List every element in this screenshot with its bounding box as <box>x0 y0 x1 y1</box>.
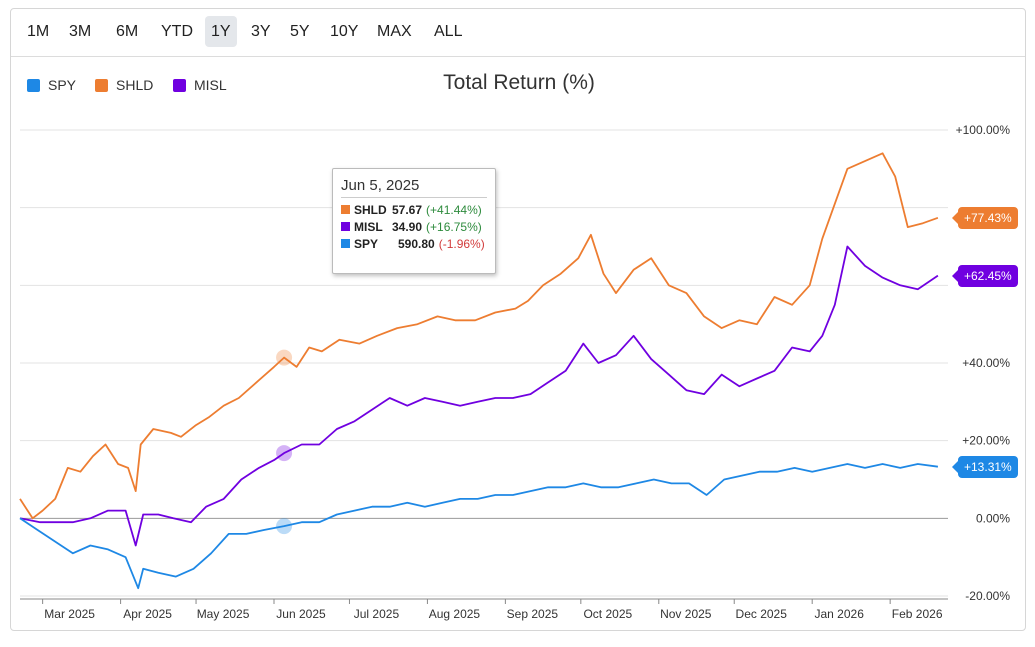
tooltip-value: 34.90 <box>392 220 423 234</box>
tooltip-row-spy: SPY 590.80 (-1.96%) <box>341 236 487 253</box>
range-button-all[interactable]: ALL <box>428 16 468 47</box>
tooltip-value: 590.80 <box>398 237 435 251</box>
x-tick-label: Aug 2025 <box>429 607 481 621</box>
hover-marker-shld <box>276 349 293 366</box>
y-tick-label: +40.00% <box>962 356 1010 370</box>
tooltip-value: 57.67 <box>392 203 423 217</box>
hover-tooltip: Jun 5, 2025 SHLD 57.67 (+41.44%) MISL 34.90(… <box>332 168 496 274</box>
legend-item-shld[interactable]: SHLD <box>95 75 153 95</box>
range-button-ytd[interactable]: YTD <box>155 16 199 47</box>
series-line-spy <box>19 463 939 590</box>
legend-swatch <box>27 79 40 92</box>
end-value-flag-spy: +13.31% <box>952 455 1018 478</box>
legend-swatch <box>173 79 186 92</box>
x-tick-label: Dec 2025 <box>736 607 788 621</box>
range-button-max[interactable]: MAX <box>371 16 418 47</box>
range-selector: 1M 3M 6M YTD 1Y 3Y 5Y 10Y MAX ALL <box>11 9 1025 57</box>
x-tick-label: Jul 2025 <box>354 607 400 621</box>
legend-label: SHLD <box>116 77 154 93</box>
tooltip-series-name: SHLD <box>354 203 387 217</box>
tooltip-swatch <box>341 239 350 248</box>
y-tick-label: 0.00% <box>976 511 1010 525</box>
legend-swatch <box>95 79 108 92</box>
legend-label: SPY <box>48 77 77 93</box>
tooltip-row-misl: MISL 34.90 (+16.75%) <box>341 219 487 236</box>
x-tick-label: Feb 2026 <box>892 607 943 621</box>
x-tick-label: Mar 2025 <box>44 607 95 621</box>
x-tick-label: May 2025 <box>197 607 250 621</box>
chart-card: 1M 3M 6M YTD 1Y 3Y 5Y 10Y MAX ALL SPY SHLD MISL Tot… <box>10 8 1026 631</box>
range-button-10y[interactable]: 10Y <box>324 16 364 47</box>
tooltip-change: (-1.96%) <box>438 237 485 251</box>
hover-marker-spy <box>276 518 293 535</box>
tooltip-swatch <box>341 222 350 231</box>
legend-label: MISL <box>194 77 227 93</box>
range-button-5y[interactable]: 5Y <box>284 16 316 47</box>
chart-title: Total Return (%) <box>443 71 595 94</box>
y-tick-label: +100.00% <box>956 123 1011 137</box>
range-button-1m[interactable]: 1M <box>21 16 55 47</box>
series-line-shld <box>19 152 939 520</box>
end-value-flag-shld: +77.43% <box>952 206 1018 229</box>
legend-item-spy[interactable]: SPY <box>27 75 76 95</box>
end-value-flag-misl: +62.45% <box>952 264 1018 287</box>
range-button-3m[interactable]: 3M <box>63 16 97 47</box>
series-line-misl <box>19 245 939 547</box>
tooltip-change: (+16.75%) <box>426 220 482 234</box>
tooltip-date: Jun 5, 2025 <box>341 177 487 198</box>
x-tick-label: Jun 2025 <box>276 607 326 621</box>
x-tick-label: Oct 2025 <box>583 607 632 621</box>
y-tick-label: -20.00% <box>965 589 1010 603</box>
x-tick-label: Nov 2025 <box>660 607 712 621</box>
tooltip-swatch <box>341 205 350 214</box>
legend-item-misl[interactable]: MISL <box>173 75 227 95</box>
hover-marker-misl <box>276 445 293 462</box>
x-tick-label: Sep 2025 <box>507 607 559 621</box>
range-button-3y[interactable]: 3Y <box>245 16 277 47</box>
tooltip-change: (+41.44%) <box>426 203 482 217</box>
range-button-6m[interactable]: 6M <box>110 16 144 47</box>
range-button-1y[interactable]: 1Y <box>205 16 237 47</box>
tooltip-row-shld: SHLD 57.67 (+41.44%) <box>341 202 487 219</box>
x-tick-label: Jan 2026 <box>814 607 864 621</box>
tooltip-series-name: MISL <box>354 220 383 234</box>
x-tick-label: Apr 2025 <box>123 607 172 621</box>
y-tick-label: +20.00% <box>962 434 1010 448</box>
tooltip-series-name: SPY <box>354 237 379 251</box>
